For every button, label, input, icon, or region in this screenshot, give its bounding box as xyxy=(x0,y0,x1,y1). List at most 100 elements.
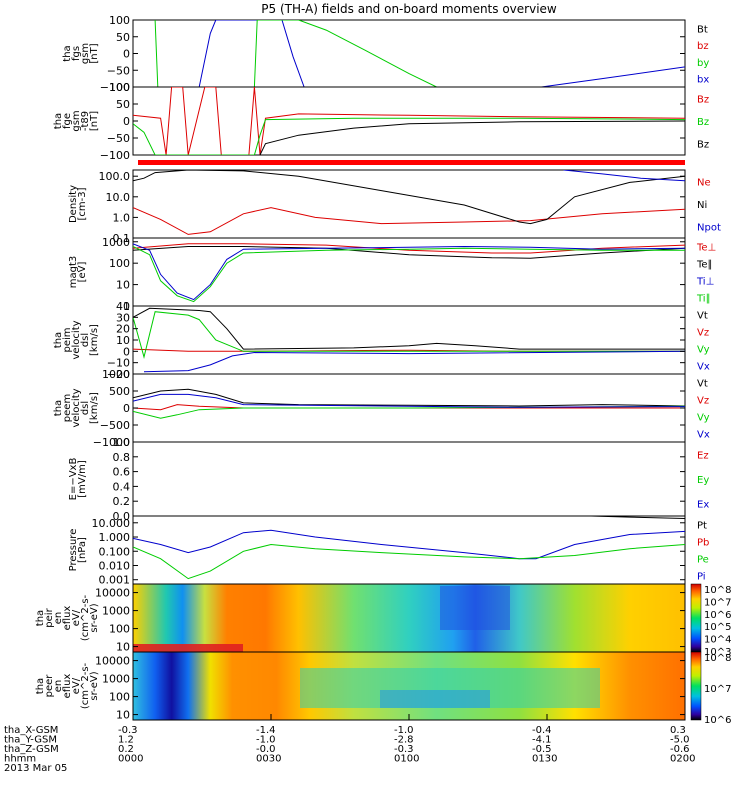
footer-value: 0.2 xyxy=(118,744,134,755)
series-te- xyxy=(133,246,685,259)
spectrogram-low-energy-band xyxy=(133,644,243,652)
y-tick-label: 20 xyxy=(116,323,130,336)
footer-value: -0.3 xyxy=(394,744,414,755)
series-green xyxy=(133,117,685,155)
legend-entry: Ey xyxy=(697,475,709,486)
y-tick-label: 10 xyxy=(116,709,130,722)
series-vx xyxy=(143,350,685,373)
y-tick-label: 100 xyxy=(109,14,130,27)
y-axis-label: [eV] xyxy=(77,262,88,283)
panel-fge xyxy=(132,86,686,156)
footer-value: -0.0 xyxy=(256,744,276,755)
footer-value: -2.8 xyxy=(394,735,414,746)
colorbar-label: 10^3 xyxy=(704,647,731,658)
mode-bar xyxy=(138,160,685,165)
y-axis-label: gsm xyxy=(80,43,91,64)
panel-frame xyxy=(132,19,686,88)
series-vx xyxy=(133,393,685,408)
series-ne xyxy=(133,207,685,235)
y-tick-label: 100 xyxy=(109,81,130,94)
y-tick-label: 10000 xyxy=(95,587,130,600)
spectrogram-blue-region xyxy=(440,586,510,630)
y-tick-label: 10 xyxy=(116,279,130,292)
footer-value: -1.4 xyxy=(256,725,276,736)
panel-peem-velocity xyxy=(132,373,686,443)
footer-value: -0.5 xyxy=(532,744,552,755)
series-vy xyxy=(133,311,685,359)
legend-entry: Vx xyxy=(697,362,710,373)
colorbar-label: 10^8 xyxy=(704,653,731,664)
y-tick-label: 0 xyxy=(123,115,130,128)
spectrogram-blue-region xyxy=(380,690,490,708)
legend-entry: Pe xyxy=(697,555,709,566)
panel-temperature xyxy=(132,237,686,307)
y-tick-label: 100 xyxy=(109,691,130,704)
series-ni xyxy=(133,170,685,225)
y-axis-label: sr-eV) xyxy=(89,603,100,632)
y-axis-label: (cm^2-s- xyxy=(80,662,91,709)
y-tick-label: 500 xyxy=(109,385,130,398)
panel-peim-velocity xyxy=(132,305,686,375)
footer-value: 0000 xyxy=(118,754,143,765)
legend-entry: Te⊥ xyxy=(696,243,716,254)
y-tick-label: −50 xyxy=(107,132,130,145)
series-pe xyxy=(133,543,685,580)
series-ti- xyxy=(133,246,685,303)
footer-value: -1.0 xyxy=(394,725,414,736)
series-black xyxy=(259,120,685,155)
y-tick-label: 50 xyxy=(116,98,130,111)
colorbar-label: 10^8 xyxy=(704,585,731,596)
colorbar-label: 10^4 xyxy=(704,635,731,646)
y-axis-label: dsl xyxy=(80,401,91,415)
y-axis-label: [cm-3] xyxy=(77,187,88,220)
y-tick-label: 0.010 xyxy=(99,559,131,572)
legend-entry: Vt xyxy=(697,379,708,390)
legend-entry: Bz xyxy=(697,140,709,151)
spectrogram-image xyxy=(133,584,685,652)
y-axis-label: [nT] xyxy=(89,111,100,131)
y-tick-label: 0.100 xyxy=(99,545,131,558)
y-tick-label: 10.000 xyxy=(92,517,131,530)
y-tick-label: −50 xyxy=(107,64,130,77)
y-axis-label: [mV/m] xyxy=(77,460,88,498)
series-group xyxy=(133,87,685,155)
y-tick-label: 10.0 xyxy=(106,191,131,204)
legend-entry: Vz xyxy=(697,396,709,407)
footer-value: -4.1 xyxy=(532,735,552,746)
y-axis-label: peem xyxy=(62,394,73,422)
y-axis-label: (cm^2-s- xyxy=(80,594,91,641)
footer-row-label: tha_X-GSM xyxy=(4,725,58,736)
legend-entry: by xyxy=(697,58,709,69)
legend-entry: Vx xyxy=(697,430,710,441)
legend-entry: Bz xyxy=(697,94,709,105)
y-tick-label: 100 xyxy=(109,257,130,270)
y-tick-label: 1000 xyxy=(102,673,130,686)
series-group xyxy=(133,243,685,303)
series-group xyxy=(133,516,685,580)
y-axis-label: fge xyxy=(62,113,73,129)
y-axis-label: eflux xyxy=(62,606,73,631)
footer-value: -0.4 xyxy=(532,725,552,736)
y-axis-label: eflux xyxy=(62,674,73,699)
y-tick-label: −20 xyxy=(107,368,130,381)
series-pi xyxy=(133,529,685,560)
footer-value: 0100 xyxy=(394,754,419,765)
legend-entry: bx xyxy=(697,75,709,86)
y-tick-label: 50 xyxy=(116,31,130,44)
series-group xyxy=(154,20,685,87)
y-tick-label: 1000 xyxy=(102,368,130,381)
y-tick-label: 100 xyxy=(109,623,130,636)
series-group xyxy=(133,388,685,419)
panel-peir-spectrogram xyxy=(132,583,686,653)
series-vt xyxy=(133,388,685,407)
y-axis-label: tha xyxy=(53,400,64,416)
y-tick-labels: 100500−50−100100500−50−100100.010.01.00.… xyxy=(92,14,685,722)
footer-value: -0.3 xyxy=(118,725,138,736)
footer-value: 0.3 xyxy=(670,725,686,736)
y-tick-label: −10 xyxy=(107,357,130,370)
legend-entry: Vt xyxy=(697,311,708,322)
panel-frame xyxy=(132,169,686,239)
y-axis-label: tha xyxy=(62,45,73,61)
